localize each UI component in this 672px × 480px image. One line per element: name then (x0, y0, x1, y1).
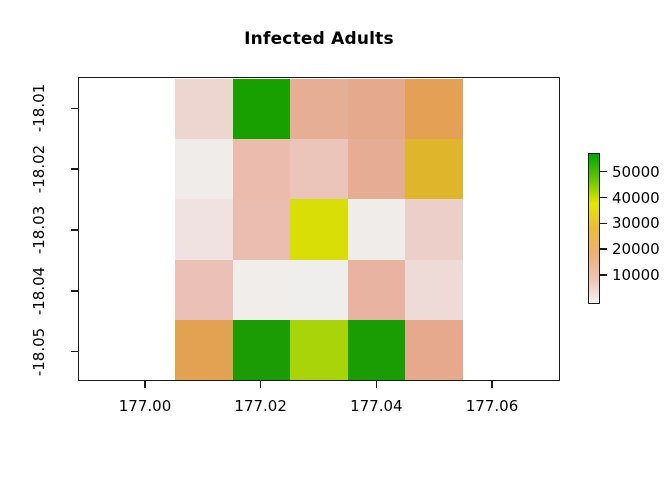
heatmap-cell (290, 139, 348, 200)
heatmap-cell (290, 199, 348, 260)
y-axis-tick (71, 350, 78, 353)
heatmap-cell (347, 319, 406, 380)
heatmap-cell (405, 319, 463, 380)
heatmap-cell (175, 319, 233, 380)
legend-tick-label: 30000 (612, 214, 660, 233)
chart-title: Infected Adults (244, 29, 394, 49)
heatmap-cell (405, 139, 463, 200)
x-axis-tick-label: 177.02 (234, 397, 287, 415)
heatmap-cell (347, 79, 406, 140)
heatmap-cell (232, 319, 291, 380)
y-axis-tick (71, 290, 78, 292)
y-axis-tick-label: -18.02 (30, 144, 48, 194)
heatmap-cell (347, 139, 406, 200)
legend-tick (600, 196, 607, 199)
heatmap-cell (290, 79, 348, 140)
y-axis-tick (71, 229, 78, 231)
x-axis-tick-label: 177.06 (465, 397, 519, 415)
heatmap-cell (175, 199, 233, 260)
heatmap-cell (405, 259, 463, 320)
heatmap-cell (405, 79, 463, 140)
heatmap-cell (405, 199, 463, 260)
legend-colorbar (588, 153, 600, 304)
y-axis-tick-label: -18.05 (30, 327, 48, 376)
x-axis-tick-label: 177.00 (118, 397, 172, 415)
legend-tick (600, 274, 607, 276)
heatmap-cell (232, 139, 291, 200)
heatmap-grid (175, 79, 463, 380)
y-axis-tick-label: -18.04 (30, 266, 48, 316)
heatmap-cell (232, 79, 291, 140)
legend-tick-label: 50000 (612, 162, 660, 181)
y-axis-tick-label: -18.03 (30, 205, 48, 255)
legend-tick-label: 20000 (612, 240, 660, 259)
y-axis-tick-label: -18.01 (30, 84, 48, 133)
x-axis-tick-label: 177.04 (350, 397, 403, 415)
x-axis-tick (491, 381, 493, 388)
heatmap-cell (347, 199, 406, 260)
legend-tick (600, 170, 607, 173)
heatmap-cell (175, 259, 233, 320)
heatmap-cell (232, 259, 291, 320)
heatmap-cell (290, 259, 348, 320)
x-axis-tick (259, 381, 262, 388)
heatmap-cell (175, 79, 233, 140)
legend-tick (600, 222, 607, 225)
heatmap-cell (347, 259, 406, 320)
heatmap-cell (175, 139, 233, 200)
legend-tick-label: 40000 (612, 188, 660, 207)
y-axis-tick (71, 168, 78, 170)
heatmap-cell (232, 199, 291, 260)
y-axis-tick (71, 107, 78, 110)
heatmap-cell (290, 319, 348, 380)
legend-tick-label: 10000 (612, 265, 660, 284)
x-axis-tick (144, 381, 146, 388)
legend-tick (600, 248, 607, 250)
x-axis-tick (375, 381, 378, 388)
